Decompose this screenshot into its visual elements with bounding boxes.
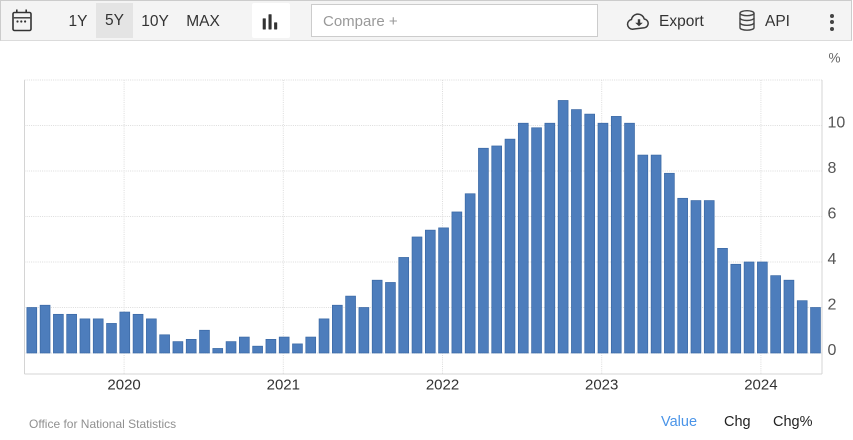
svg-text:2: 2 (828, 297, 837, 314)
svg-text:2024: 2024 (744, 377, 777, 394)
svg-text:%: % (829, 51, 841, 66)
svg-text:2020: 2020 (107, 377, 140, 394)
svg-text:0: 0 (828, 342, 837, 359)
svg-text:10: 10 (828, 115, 846, 132)
svg-text:2022: 2022 (426, 377, 459, 394)
svg-text:2021: 2021 (267, 377, 300, 394)
svg-text:4: 4 (828, 251, 837, 268)
svg-text:8: 8 (828, 160, 837, 177)
svg-text:6: 6 (828, 206, 837, 223)
svg-text:2023: 2023 (585, 377, 618, 394)
